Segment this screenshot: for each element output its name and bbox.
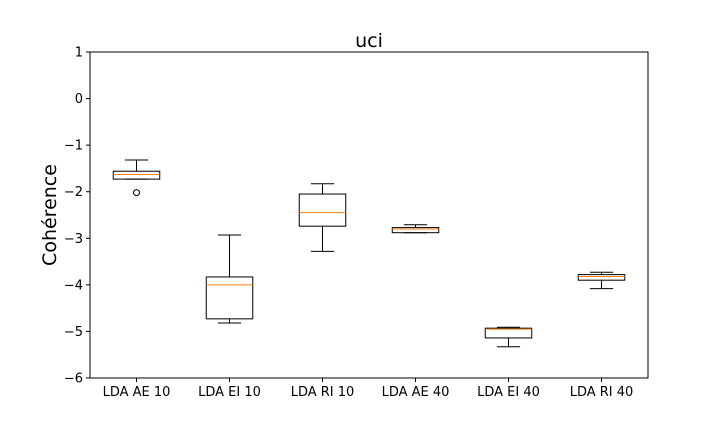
y-tick-label: −4	[64, 278, 83, 293]
x-tick-label: LDA RI 10	[291, 385, 355, 400]
chart-title: uci	[355, 30, 383, 52]
x-tick-label: LDA AE 10	[103, 385, 171, 400]
axes-frame	[89, 51, 649, 379]
box-iqr	[484, 327, 533, 339]
x-tick-label: LDA RI 40	[570, 385, 634, 400]
y-tick-label: −6	[64, 372, 83, 387]
box-iqr	[205, 276, 254, 320]
plot-area: 1 0 −1 −2 −3 −4 −5 −6 LDA AE 10 LDA EI 10 LDA RI 1…	[64, 46, 649, 400]
box-iqr	[391, 227, 440, 234]
y-tick-label: −1	[64, 139, 83, 154]
y-tick-label: −2	[64, 185, 83, 200]
y-tick-label: −3	[64, 232, 83, 247]
x-tick-label: LDA AE 40	[382, 385, 450, 400]
box-iqr	[112, 170, 161, 180]
y-tick-label: 0	[75, 92, 83, 107]
y-tick-label: −5	[64, 325, 83, 340]
y-tick-label: 1	[75, 46, 83, 61]
x-tick-label: LDA EI 10	[198, 385, 261, 400]
outlier-point	[133, 189, 140, 197]
y-axis-label: Cohérence	[39, 164, 61, 266]
box-iqr	[298, 193, 347, 227]
x-tick-label: LDA EI 40	[477, 385, 540, 400]
box-iqr	[577, 274, 626, 281]
